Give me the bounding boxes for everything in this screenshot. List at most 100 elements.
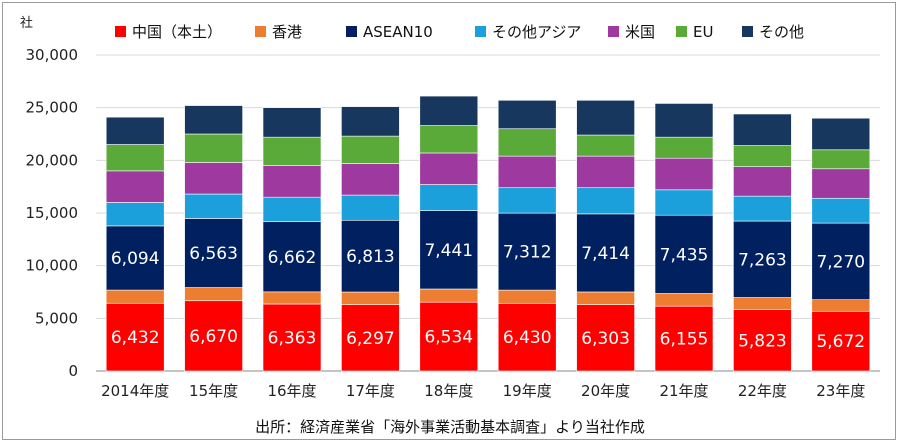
data-label: 7,435 xyxy=(660,245,709,265)
bar-segment xyxy=(733,309,792,372)
legend: 中国（本土） 香港 ASEAN10 その他アジア 米国 EU その他 xyxy=(115,23,804,41)
x-tick-label: 2014年度 xyxy=(101,382,169,400)
legend-label: 米国 xyxy=(625,23,655,41)
bar-segment xyxy=(341,135,400,164)
bar-segment xyxy=(419,125,479,154)
data-label: 6,363 xyxy=(268,328,317,348)
data-label: 7,270 xyxy=(816,252,865,272)
bar-segment xyxy=(733,113,792,146)
data-label: 7,441 xyxy=(424,241,473,261)
data-label: 6,432 xyxy=(111,328,160,348)
bar-segment xyxy=(105,202,165,227)
bar-segment xyxy=(576,304,635,372)
legend-label: その他 xyxy=(759,23,804,41)
bar-segment xyxy=(497,128,557,157)
y-tick-label: 25,000 xyxy=(26,99,79,117)
y-tick-label: 10,000 xyxy=(26,257,79,275)
legend-label: ASEAN10 xyxy=(363,23,433,41)
data-label: 7,263 xyxy=(738,250,787,270)
bar-segment xyxy=(341,219,400,293)
bar-segment xyxy=(576,155,635,189)
bar-segment xyxy=(262,136,322,166)
x-tick-label: 18年度 xyxy=(424,382,473,400)
legend-swatch xyxy=(608,26,619,37)
bar-segment xyxy=(576,134,635,157)
bar-segment xyxy=(733,297,792,310)
x-tick-label: 21年度 xyxy=(659,382,708,400)
bar-segment xyxy=(497,99,557,130)
y-tick-label: 30,000 xyxy=(26,46,79,64)
y-tick-label: 0 xyxy=(68,362,78,380)
bar-segment xyxy=(733,195,792,222)
data-label: 6,297 xyxy=(346,329,395,349)
x-tick-label: 17年度 xyxy=(346,382,395,400)
bar-segment xyxy=(576,213,635,293)
data-label: 6,662 xyxy=(268,248,317,268)
bar-segment xyxy=(184,300,243,372)
legend-swatch xyxy=(346,26,357,37)
bar-segment xyxy=(497,155,557,189)
x-tick-label: 23年度 xyxy=(816,382,865,400)
bar-segment xyxy=(811,222,871,300)
bar-segment xyxy=(184,162,243,195)
y-axis-ticks: 0 5,000 10,000 15,000 20,000 25,000 30,000 xyxy=(26,46,79,380)
legend-swatch xyxy=(255,26,266,37)
bar-segment xyxy=(105,302,165,372)
bar-segment xyxy=(497,212,557,291)
bar-segment xyxy=(811,299,871,312)
bar-segment xyxy=(654,305,714,372)
bar-segment xyxy=(576,99,635,136)
x-tick-label: 15年度 xyxy=(189,382,238,400)
bar-segment xyxy=(184,193,243,219)
bar-segment xyxy=(654,189,714,216)
bar-segment xyxy=(733,166,792,197)
bar-segment xyxy=(184,287,243,302)
bar-segment xyxy=(811,117,871,151)
bar-segment xyxy=(341,291,400,305)
bar-segment xyxy=(184,133,243,163)
data-label: 6,534 xyxy=(424,328,473,348)
legend-swatch xyxy=(115,26,126,37)
bar-segment xyxy=(262,221,322,293)
y-tick-label: 20,000 xyxy=(26,151,79,169)
data-labels: 6,432 6,094 6,670 6,563 6,363 6,662 6,297 6,813… xyxy=(111,241,865,352)
bar-segment xyxy=(497,289,557,304)
bar-segment xyxy=(341,304,400,372)
bar-segment xyxy=(654,103,714,138)
data-label: 7,414 xyxy=(581,244,630,264)
bars xyxy=(105,95,871,372)
bar-segment xyxy=(262,291,322,305)
data-label: 7,312 xyxy=(503,243,552,263)
data-label: 6,303 xyxy=(581,329,630,349)
bar-segment xyxy=(811,197,871,224)
bar-segment xyxy=(262,165,322,198)
bar-segment xyxy=(654,214,714,294)
bar-segment xyxy=(184,105,243,135)
bar-segment xyxy=(419,301,479,372)
bar-segment xyxy=(105,116,165,145)
bar-segment xyxy=(419,288,479,303)
y-tick-label: 5,000 xyxy=(35,309,78,327)
legend-swatch xyxy=(676,26,687,37)
bar-segment xyxy=(419,152,479,185)
legend-label: 香港 xyxy=(272,23,302,41)
bar-segment xyxy=(654,157,714,191)
bar-segment xyxy=(576,291,635,305)
x-tick-label: 19年度 xyxy=(503,382,552,400)
bar-segment xyxy=(733,145,792,167)
bar-segment xyxy=(262,196,322,222)
bar-segment xyxy=(341,106,400,137)
legend-swatch xyxy=(475,26,486,37)
data-label: 5,823 xyxy=(738,331,787,351)
bar-segment xyxy=(811,310,871,372)
bar-segment xyxy=(341,163,400,196)
bar-segment xyxy=(105,144,165,172)
data-label: 6,563 xyxy=(189,244,238,264)
bar-segment xyxy=(419,95,479,126)
bar-segment xyxy=(654,136,714,159)
bar-segment xyxy=(419,184,479,211)
bar-segment xyxy=(811,168,871,199)
source-note: 出所：経済産業省「海外事業活動基本調査」より当社作成 xyxy=(255,418,645,436)
data-label: 6,094 xyxy=(111,249,160,269)
